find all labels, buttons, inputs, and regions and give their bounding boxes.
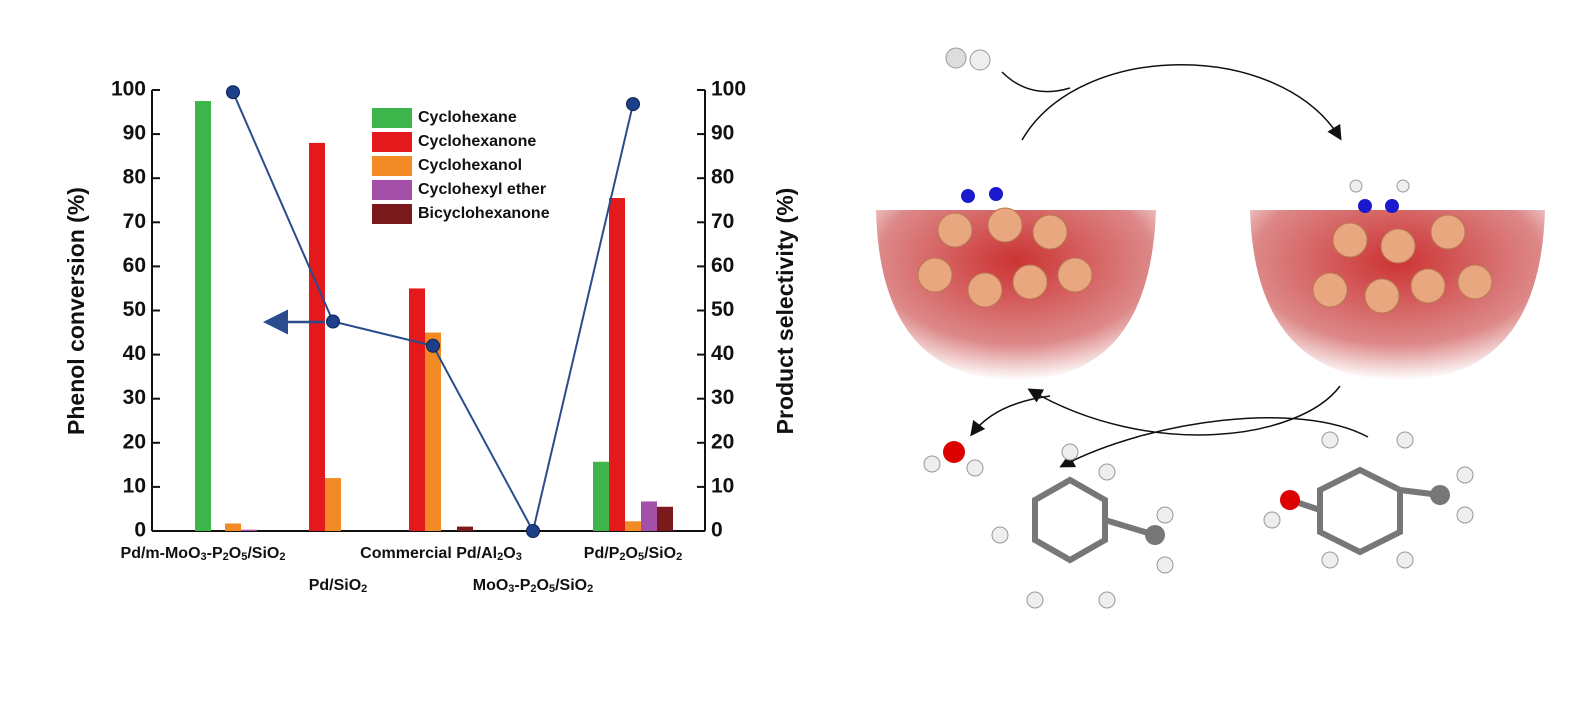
y2-axis-title: Product selectivity (%) xyxy=(772,188,798,435)
bar xyxy=(409,288,425,531)
y-axis-title: Phenol conversion (%) xyxy=(63,187,89,435)
bar xyxy=(609,198,625,532)
mechanism-diagram xyxy=(876,47,1545,609)
legend-swatch xyxy=(372,204,412,224)
x-tick-label: Pd/SiO2 xyxy=(309,577,368,595)
x-tick-label: Pd/P2O5/SiO2 xyxy=(584,545,682,563)
bar xyxy=(309,142,325,532)
bar xyxy=(593,461,609,531)
bar xyxy=(425,332,441,531)
bar xyxy=(195,101,211,532)
y-tick-label: 0 xyxy=(134,519,146,542)
bar xyxy=(641,501,657,531)
y2-tick-label: 40 xyxy=(711,342,734,365)
y2-tick-label: 0 xyxy=(711,519,723,542)
y-tick-label: 50 xyxy=(123,298,146,321)
legend-swatch xyxy=(372,180,412,200)
bar xyxy=(625,521,641,531)
y2-tick-label: 50 xyxy=(711,298,734,321)
conversion-marker xyxy=(226,85,240,100)
legend-label: Cyclohexanone xyxy=(418,133,536,150)
y-tick-label: 100 xyxy=(111,78,146,101)
y2-tick-label: 30 xyxy=(711,386,734,409)
y-tick-label: 10 xyxy=(123,474,146,497)
y-tick-label: 70 xyxy=(123,210,146,233)
legend-swatch xyxy=(372,132,412,152)
y2-tick-label: 60 xyxy=(711,254,734,277)
x-tick-label: Commercial Pd/Al2O3 xyxy=(360,545,522,563)
legend-swatch xyxy=(372,156,412,176)
bar xyxy=(225,523,241,531)
y2-tick-label: 20 xyxy=(711,430,734,453)
x-tick-label: Pd/m-MoO3-P2O5/SiO2 xyxy=(121,545,286,563)
x-tick-label: MoO3-P2O5/SiO2 xyxy=(473,577,594,595)
bar xyxy=(325,478,341,531)
legend-swatch xyxy=(372,108,412,128)
y2-tick-label: 90 xyxy=(711,122,734,145)
chart: 0 10 20 30 40 50 60 70 80 90 100 0 10 20 30 40 50 60 70 80 9… xyxy=(111,78,746,596)
y-tick-label: 40 xyxy=(123,342,146,365)
conversion-marker xyxy=(526,524,540,538)
y-tick-label: 80 xyxy=(123,166,146,189)
conversion-marker xyxy=(626,97,640,112)
legend-label: Bicyclohexanone xyxy=(418,205,550,222)
y2-tick-label: 10 xyxy=(711,474,734,497)
legend-label: Cyclohexane xyxy=(418,109,517,126)
y2-tick-label: 70 xyxy=(711,210,734,233)
conversion-marker xyxy=(426,338,440,353)
legend-label: Cyclohexyl ether xyxy=(418,181,546,198)
y-tick-label: 90 xyxy=(123,122,146,145)
bar xyxy=(241,529,257,531)
legend-label: Cyclohexanol xyxy=(418,157,522,174)
y-tick-label: 20 xyxy=(123,430,146,453)
y-tick-label: 60 xyxy=(123,254,146,277)
y-tick-label: 30 xyxy=(123,386,146,409)
bar xyxy=(457,526,473,531)
y2-tick-label: 80 xyxy=(711,166,734,189)
y2-tick-label: 100 xyxy=(711,78,746,101)
conversion-marker xyxy=(326,314,340,329)
bar xyxy=(657,506,673,531)
